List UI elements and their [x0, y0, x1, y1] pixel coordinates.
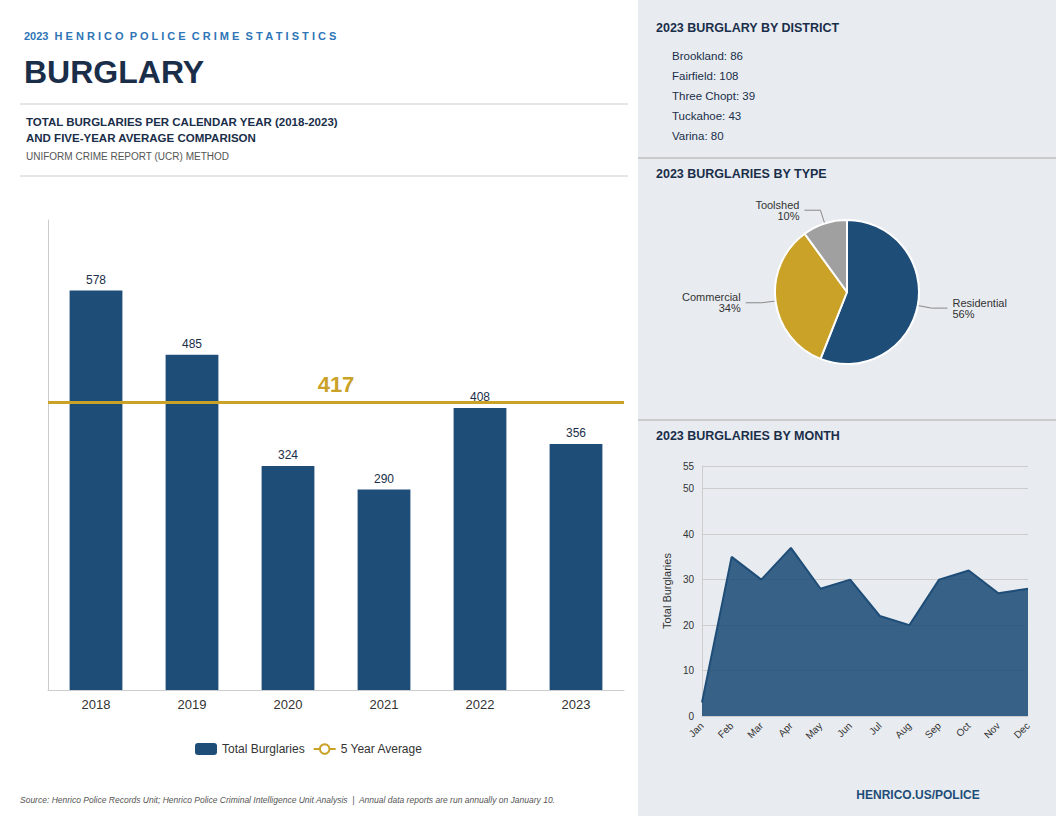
svg-text:2023: 2023: [562, 697, 591, 712]
svg-text:20: 20: [683, 620, 695, 631]
svg-text:AND FIVE-YEAR AVERAGE COMPARIS: AND FIVE-YEAR AVERAGE COMPARISON: [26, 132, 256, 144]
svg-text:0: 0: [688, 711, 694, 722]
svg-text:Aug: Aug: [893, 720, 913, 740]
svg-text:Oct: Oct: [954, 720, 973, 739]
svg-text:40: 40: [683, 529, 695, 540]
svg-text:Tuckahoe: 43: Tuckahoe: 43: [672, 110, 741, 122]
svg-text:Apr: Apr: [776, 720, 795, 739]
svg-text:2023 H E N R I C O P O L I C: 2023 H E N R I C O P O L I C E C R I M E…: [24, 30, 336, 42]
svg-text:408: 408: [470, 390, 490, 404]
svg-text:BURGLARY: BURGLARY: [24, 54, 204, 90]
svg-text:34%: 34%: [719, 302, 741, 314]
svg-text:May: May: [803, 720, 824, 741]
svg-text:Jan: Jan: [687, 720, 706, 739]
svg-text:Total Burglaries: Total Burglaries: [222, 742, 305, 756]
svg-text:578: 578: [86, 273, 106, 287]
svg-text:356: 356: [566, 426, 586, 440]
svg-text:Mar: Mar: [745, 720, 765, 740]
svg-text:2020: 2020: [274, 697, 303, 712]
svg-text:UNIFORM CRIME REPORT (UCR) MET: UNIFORM CRIME REPORT (UCR) METHOD: [26, 151, 229, 162]
svg-text:50: 50: [683, 483, 695, 494]
svg-text:HENRICO.US/POLICE: HENRICO.US/POLICE: [856, 788, 979, 802]
svg-text:30: 30: [683, 574, 695, 585]
svg-text:290: 290: [374, 472, 394, 486]
svg-text:56%: 56%: [952, 308, 974, 320]
svg-text:Total Burglaries: Total Burglaries: [661, 553, 673, 629]
svg-text:55: 55: [683, 461, 695, 472]
svg-text:Commercial: Commercial: [682, 291, 741, 304]
svg-text:Jul: Jul: [867, 720, 884, 737]
svg-text:Nov: Nov: [982, 720, 1002, 740]
svg-text:2023 BURGLARIES BY TYPE: 2023 BURGLARIES BY TYPE: [656, 167, 827, 181]
svg-text:485: 485: [182, 337, 202, 351]
svg-text:2022: 2022: [466, 697, 495, 712]
svg-text:Varina: 80: Varina: 80: [672, 130, 724, 142]
svg-text:2021: 2021: [370, 697, 399, 712]
svg-text:Dec: Dec: [1012, 720, 1032, 740]
svg-text:Sep: Sep: [923, 720, 944, 741]
svg-text:10%: 10%: [777, 210, 799, 222]
svg-text:2018: 2018: [82, 697, 111, 712]
svg-text:324: 324: [278, 448, 298, 462]
svg-text:Fairfield: 108: Fairfield: 108: [672, 70, 738, 82]
svg-text:Residential: Residential: [952, 296, 1007, 309]
svg-text:TOTAL BURGLARIES PER CALENDAR: TOTAL BURGLARIES PER CALENDAR YEAR (2018…: [26, 116, 338, 128]
svg-text:417: 417: [318, 372, 355, 397]
svg-text:Three Chopt: 39: Three Chopt: 39: [672, 90, 755, 102]
svg-text:2023 BURGLARIES BY MONTH: 2023 BURGLARIES BY MONTH: [656, 429, 840, 443]
svg-text:2023 BURGLARY BY DISTRICT: 2023 BURGLARY BY DISTRICT: [656, 21, 840, 35]
svg-text:Source: Henrico Police Records: Source: Henrico Police Records Unit; Hen…: [20, 795, 555, 805]
svg-text:Brookland: 86: Brookland: 86: [672, 50, 743, 62]
svg-text:10: 10: [683, 665, 695, 676]
svg-text:5 Year Average: 5 Year Average: [341, 742, 423, 756]
svg-text:Jun: Jun: [835, 720, 854, 739]
svg-text:2019: 2019: [178, 697, 207, 712]
svg-text:Feb: Feb: [716, 720, 736, 740]
svg-text:Toolshed: Toolshed: [755, 198, 800, 211]
